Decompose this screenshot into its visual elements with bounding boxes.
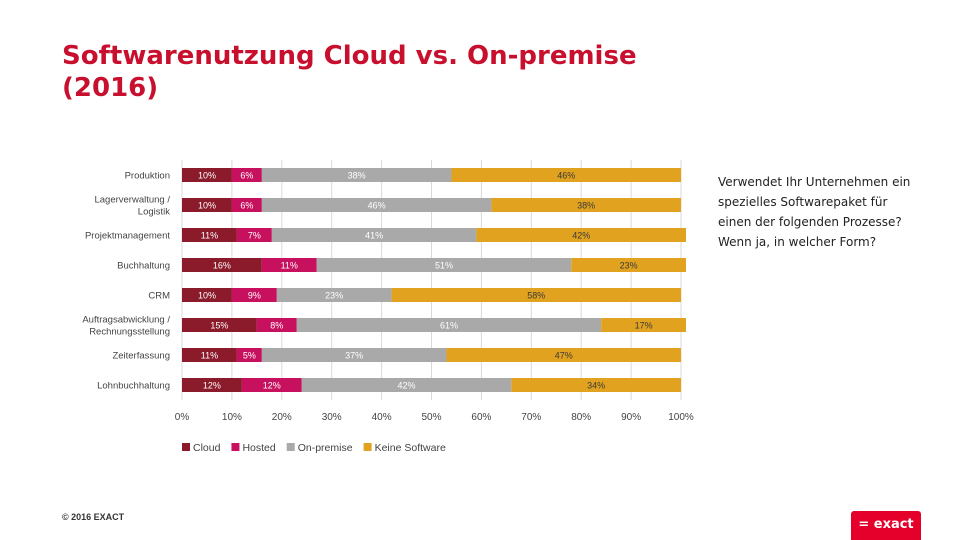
data-label: 38% [348,171,366,181]
bar-segment [256,318,297,332]
bar-segment [182,378,242,392]
category-label: Rechnungsstellung [89,327,170,338]
data-label: 58% [527,291,545,301]
bar-segment [451,168,681,182]
data-label: 6% [240,201,253,211]
x-tick-label: 20% [272,412,292,423]
x-tick-label: 90% [621,412,641,423]
bar-segment [446,348,681,362]
data-label: 23% [325,291,343,301]
exact-logo: = exact [851,511,921,540]
bar-segment [236,348,262,362]
legend-label: Hosted [242,442,275,454]
bar-segment [261,168,452,182]
x-tick-label: 60% [471,412,491,423]
data-label: 16% [213,261,231,271]
legend-label: On-premise [298,442,353,454]
data-label: 11% [281,261,298,271]
bar-segment [241,378,302,392]
bar-segment [231,168,262,182]
legend-label: Keine Software [375,442,446,454]
data-label: 10% [198,201,216,211]
legend-swatch [286,443,295,451]
x-tick-label: 40% [372,412,392,423]
stacked-bar-chart: 10% 6% 38% 46% Produktion 10% 6% 46% 38% Lagerver… [82,160,694,454]
data-label: 11% [201,231,218,241]
bar-segment [182,318,257,332]
bar-segment [491,198,681,212]
bar-segment [182,258,262,272]
data-label: 42% [572,231,590,241]
data-label: 15% [210,321,228,331]
legend-swatch [231,443,240,451]
data-label: 12% [263,381,281,391]
legend-label: Cloud [193,442,221,454]
x-tick-label: 50% [421,412,441,423]
data-label: 7% [248,231,261,241]
x-tick-label: 0% [175,412,190,423]
bar-segment [182,228,237,242]
data-label: 37% [345,351,363,361]
category-label: Produktion [125,171,170,182]
bar-segment [182,168,232,182]
data-label: 10% [198,171,216,181]
bar-segment [301,378,512,392]
category-label: Lagerverwaltung / [94,195,170,206]
data-label: 9% [248,291,261,301]
bar-segment [261,348,447,362]
data-label: 38% [577,201,595,211]
bar-segment [182,198,232,212]
category-label: Logistik [138,207,170,218]
bar-segment [236,228,272,242]
bar-segment [316,258,572,272]
category-label: CRM [148,291,170,302]
category-label: Buchhaltung [117,261,170,272]
bar-segment [261,258,317,272]
legend-swatch [363,443,372,451]
data-label: 5% [243,351,256,361]
bar-segment [271,228,477,242]
data-label: 8% [270,321,283,331]
data-label: 17% [635,321,653,331]
data-label: 6% [240,171,253,181]
data-label: 10% [198,291,216,301]
bar-segment [391,288,681,302]
bar-segment [182,288,232,302]
data-label: 61% [440,321,458,331]
bar-segment [476,228,686,242]
bar-segment [231,198,262,212]
data-label: 12% [203,381,221,391]
data-label: 34% [587,381,605,391]
legend-swatch [182,443,190,451]
bar-segment [182,348,237,362]
copyright-text: © 2016 EXACT [62,512,125,522]
category-label: Auftragsabwicklung / [82,315,170,326]
data-label: 41% [365,231,383,241]
bar-segment [601,318,686,332]
data-label: 11% [201,351,218,361]
x-tick-label: 70% [521,412,541,423]
x-tick-label: 10% [222,412,242,423]
bar-segment [261,198,492,212]
x-tick-label: 80% [571,412,591,423]
bar-segment [511,378,681,392]
data-label: 46% [368,201,386,211]
x-tick-label: 30% [322,412,342,423]
bar-segment [296,318,602,332]
data-label: 42% [398,381,416,391]
survey-question: Verwendet Ihr Unternehmen ein spezielles… [718,175,911,249]
bar-segment [231,288,277,302]
data-label: 23% [620,261,638,271]
data-label: 51% [435,261,453,271]
category-label: Zeiterfassung [112,351,170,362]
x-tick-label: 100% [668,412,694,423]
bar-segment [276,288,392,302]
category-label: Projektmanagement [85,231,170,242]
category-label: Lohnbuchhaltung [97,381,170,392]
page-title: Softwarenutzung Cloud vs. On-premise (20… [62,41,637,103]
bar-segment [571,258,686,272]
data-label: 47% [555,351,573,361]
data-label: 46% [557,171,575,181]
